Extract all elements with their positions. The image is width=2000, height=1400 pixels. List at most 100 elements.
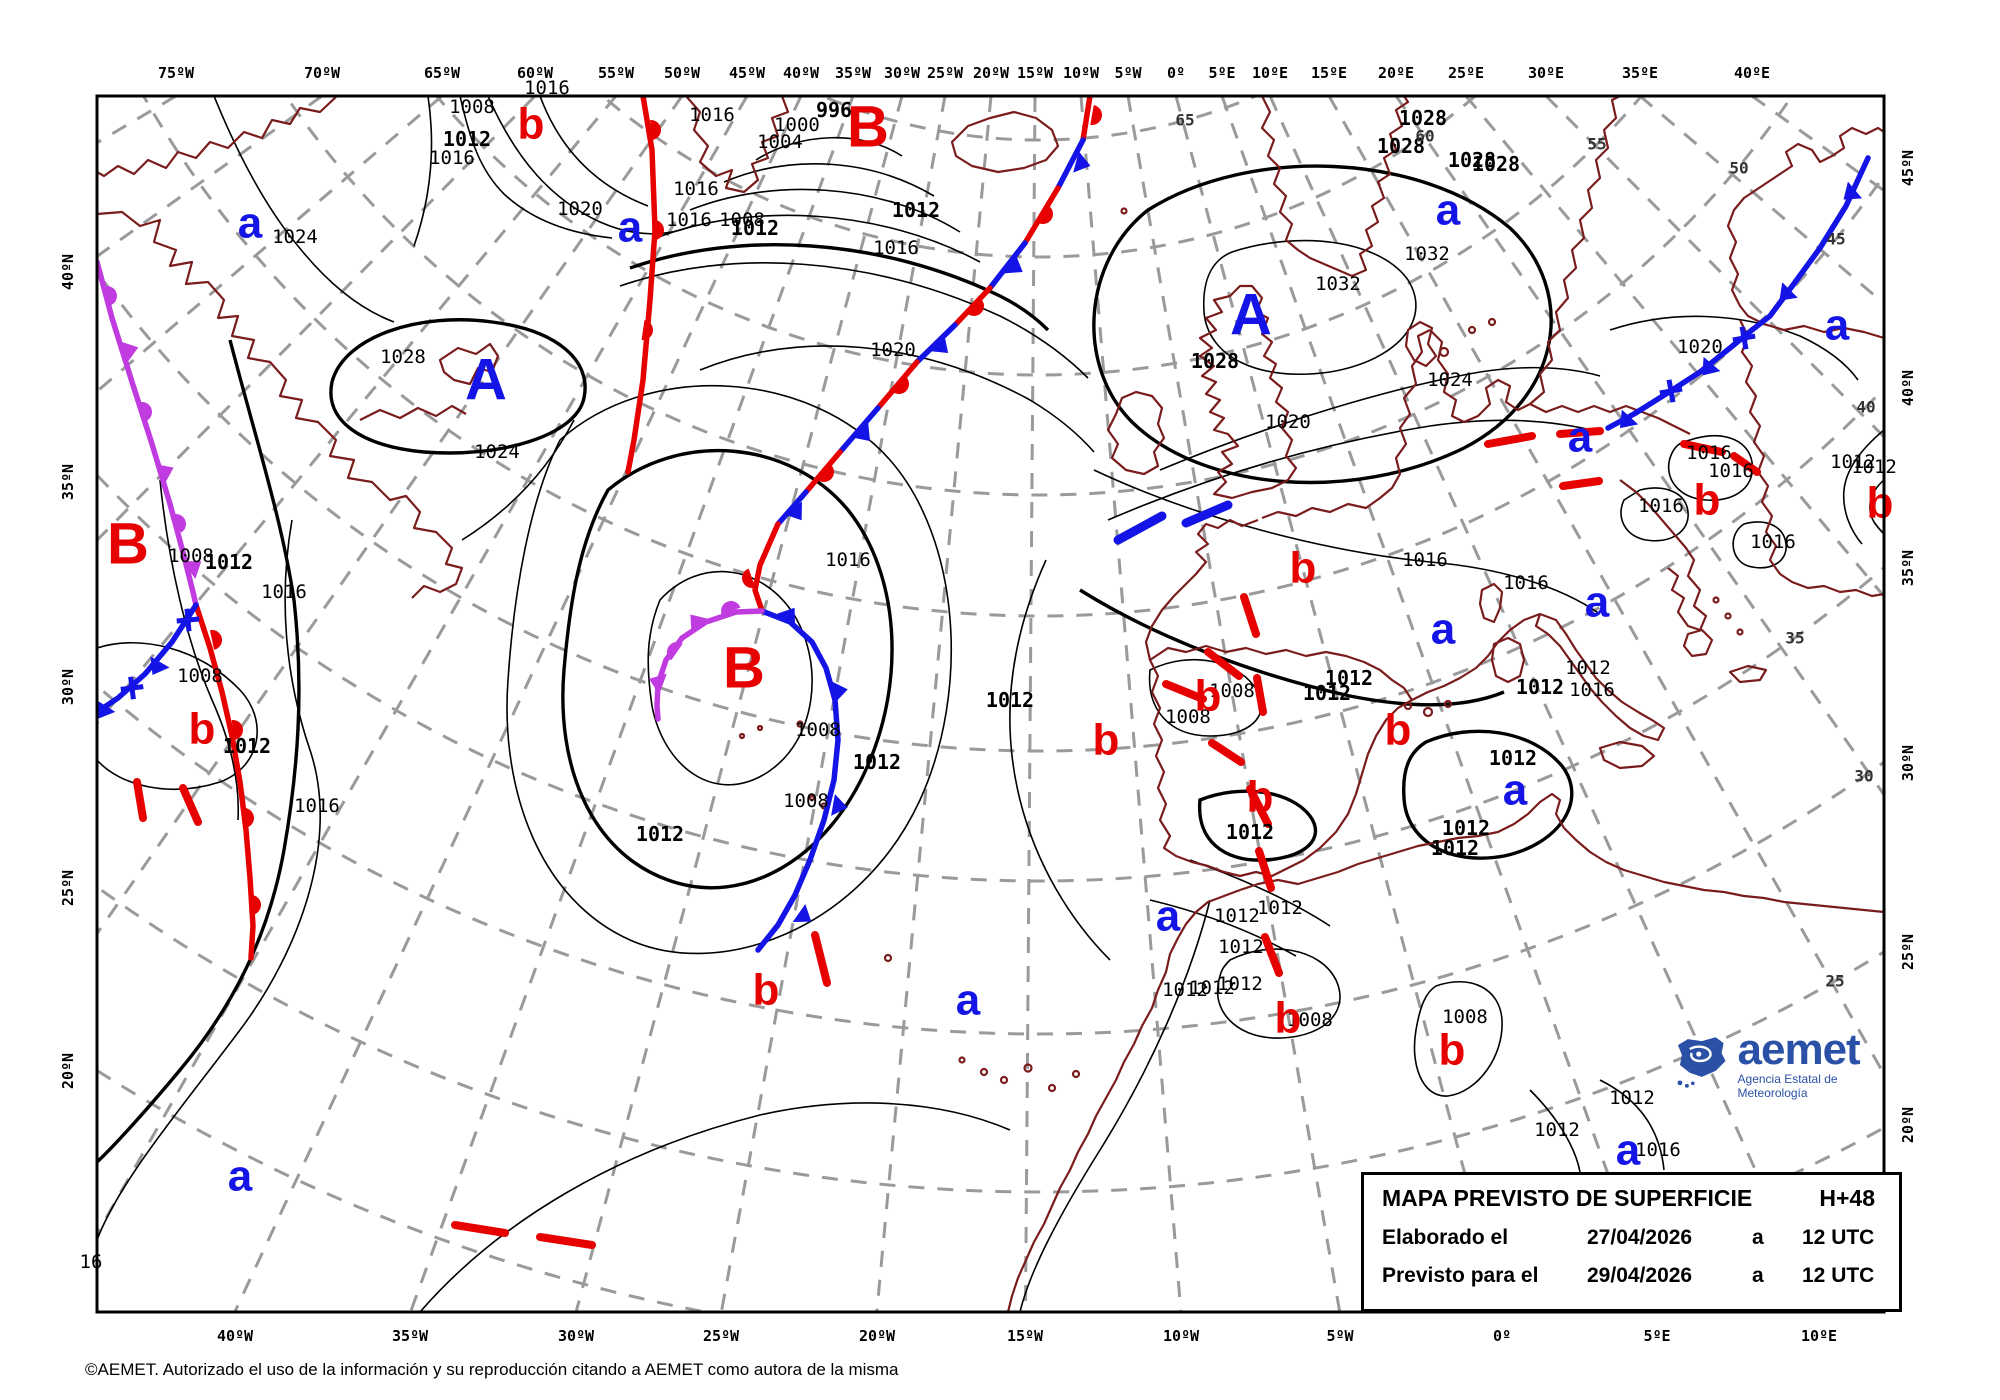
longitude-label-top: 15ºW: [1017, 64, 1054, 82]
legend-title: MAPA PREVISTO DE SUPERFICIE: [1382, 1185, 1753, 1211]
pressure-label: 1008: [1165, 706, 1211, 728]
map-border: [95, 94, 1886, 1314]
trough-dash-red: [536, 1233, 596, 1249]
pressure-label: 1012: [1431, 836, 1479, 860]
pressure-label: 1008: [783, 790, 829, 812]
longitude-label-top: 35ºW: [835, 64, 872, 82]
pressure-label: 1016: [429, 147, 475, 169]
frontolysis-cross-marker: [1732, 326, 1756, 350]
pressure-label: 1012: [1218, 936, 1264, 958]
pressure-label: 16: [80, 1251, 103, 1273]
front-triangle-marker: [648, 673, 667, 695]
pressure-label: 1016: [673, 178, 719, 200]
shear-dash-blue: [1181, 500, 1233, 528]
inline-latitude-label: 60: [1415, 127, 1434, 146]
pressure-label: 1012: [892, 198, 940, 222]
elaborated-date: 27/04/2026: [1587, 1226, 1693, 1249]
pressure-label: 1028: [1472, 152, 1520, 176]
pressure-label: 1028: [380, 346, 426, 368]
pressure-tendency-letter: b: [1275, 994, 1302, 1043]
longitude-label-bottom: 5ºW: [1326, 1327, 1354, 1345]
meridian-line: [1394, 96, 1884, 798]
pressure-label: 1016: [524, 77, 570, 99]
pressure-label: 1000: [774, 114, 820, 136]
longitude-label-top: 55ºW: [598, 64, 635, 82]
pressure-tendency-letter: a: [618, 203, 643, 252]
pressure-label: 1028: [1377, 134, 1425, 158]
trough-dash-red: [1556, 427, 1604, 438]
front-semicircle-marker: [650, 120, 661, 140]
front-triangle-marker: [783, 501, 803, 521]
meridian-line: [97, 96, 537, 543]
pressure-label: 1020: [1677, 336, 1723, 358]
pressure-tendency-letter: a: [1436, 186, 1461, 235]
front-triangle-marker: [831, 794, 848, 816]
front-triangle-marker: [182, 560, 202, 580]
front-triangle-marker: [120, 341, 139, 363]
pressure-tendency-letter: b: [1694, 476, 1721, 525]
meridian-line: [875, 96, 993, 1312]
inline-latitude-label: 30: [1854, 767, 1873, 786]
front-semicircle-marker: [209, 630, 222, 650]
pressure-label: 1012: [853, 750, 901, 774]
pressure-center-letter: B: [107, 512, 149, 577]
stationary-front-iceland-line: [914, 322, 958, 365]
warm-front-west-line: [193, 602, 256, 961]
cross-stroke: [1659, 386, 1683, 396]
meridian-line: [97, 96, 684, 937]
pressure-label: 1012: [223, 734, 271, 758]
meridian-line: [1544, 96, 1884, 439]
pressure-label: 1012: [1189, 977, 1235, 999]
trough-dash-red: [1559, 477, 1603, 490]
pressure-tendency-letter: a: [238, 199, 263, 248]
inline-latitude-label: 45: [1826, 230, 1845, 249]
front-triangle-marker: [1619, 409, 1639, 429]
longitude-label-bottom: 0º: [1493, 1327, 1511, 1345]
meridian-line: [1079, 96, 1183, 1312]
longitude-label-top: 30ºE: [1528, 64, 1564, 82]
front-semicircle-marker: [231, 720, 243, 740]
stationary-front-iceland-line: [752, 521, 781, 614]
inline-latitude-label: 25: [1825, 972, 1844, 991]
cold-front-blacksea-line: [1749, 155, 1871, 333]
forecast-legend-box: MAPA PREVISTO DE SUPERFICIE H+48 Elabora…: [1361, 1172, 1902, 1312]
latitude-label-right: 40ºN: [1899, 370, 1917, 406]
pressure-tendency-letter: b: [1093, 716, 1120, 765]
pressure-label: 1012: [1534, 1119, 1580, 1141]
longitude-label-top: 20ºE: [1378, 64, 1414, 82]
pressure-center-letter: B: [847, 95, 889, 160]
weather-fronts: [97, 96, 1871, 1249]
pressure-label: 1012: [443, 127, 491, 151]
cold-front-central-line: [755, 608, 841, 953]
pressure-label: 1020: [557, 198, 603, 220]
parallel-line: [284, 96, 1794, 497]
front-triangle-marker: [1073, 151, 1091, 173]
longitude-label-bottom: 10ºW: [1163, 1327, 1200, 1345]
stationary-front-iceland-line: [837, 405, 881, 455]
trough-dash-red: [1484, 432, 1536, 448]
parallel-line: [97, 269, 1884, 753]
pressure-label: 1016: [1708, 460, 1754, 482]
longitude-label-bottom: 30ºW: [558, 1327, 595, 1345]
pressure-label: 1016: [689, 104, 735, 126]
meridian-line: [1327, 96, 1884, 1078]
elaborated-label: Elaborado el: [1382, 1226, 1509, 1249]
pressure-label: 1012: [1609, 1087, 1655, 1109]
pressure-label: 1012: [731, 216, 779, 240]
longitude-label-top: 50ºW: [664, 64, 701, 82]
cross-stroke: [120, 684, 144, 692]
longitude-label-top: 5ºE: [1208, 64, 1235, 82]
pressure-tendency-letter: b: [1290, 544, 1317, 593]
pressure-center-letter: A: [465, 348, 507, 413]
trough-dash-red: [133, 778, 147, 822]
longitude-label-bottom: 20ºW: [859, 1327, 896, 1345]
frontolysis-cross-marker: [1659, 379, 1683, 403]
parallel-line: [97, 472, 1884, 883]
stationary-front-iceland-line: [987, 240, 1028, 291]
front-triangle-marker: [1702, 356, 1721, 376]
parallel-line: [818, 96, 1260, 142]
parallel-line: [592, 0, 1486, 32]
meridian-line: [97, 96, 618, 726]
forecast-date: 29/04/2026: [1587, 1264, 1693, 1287]
